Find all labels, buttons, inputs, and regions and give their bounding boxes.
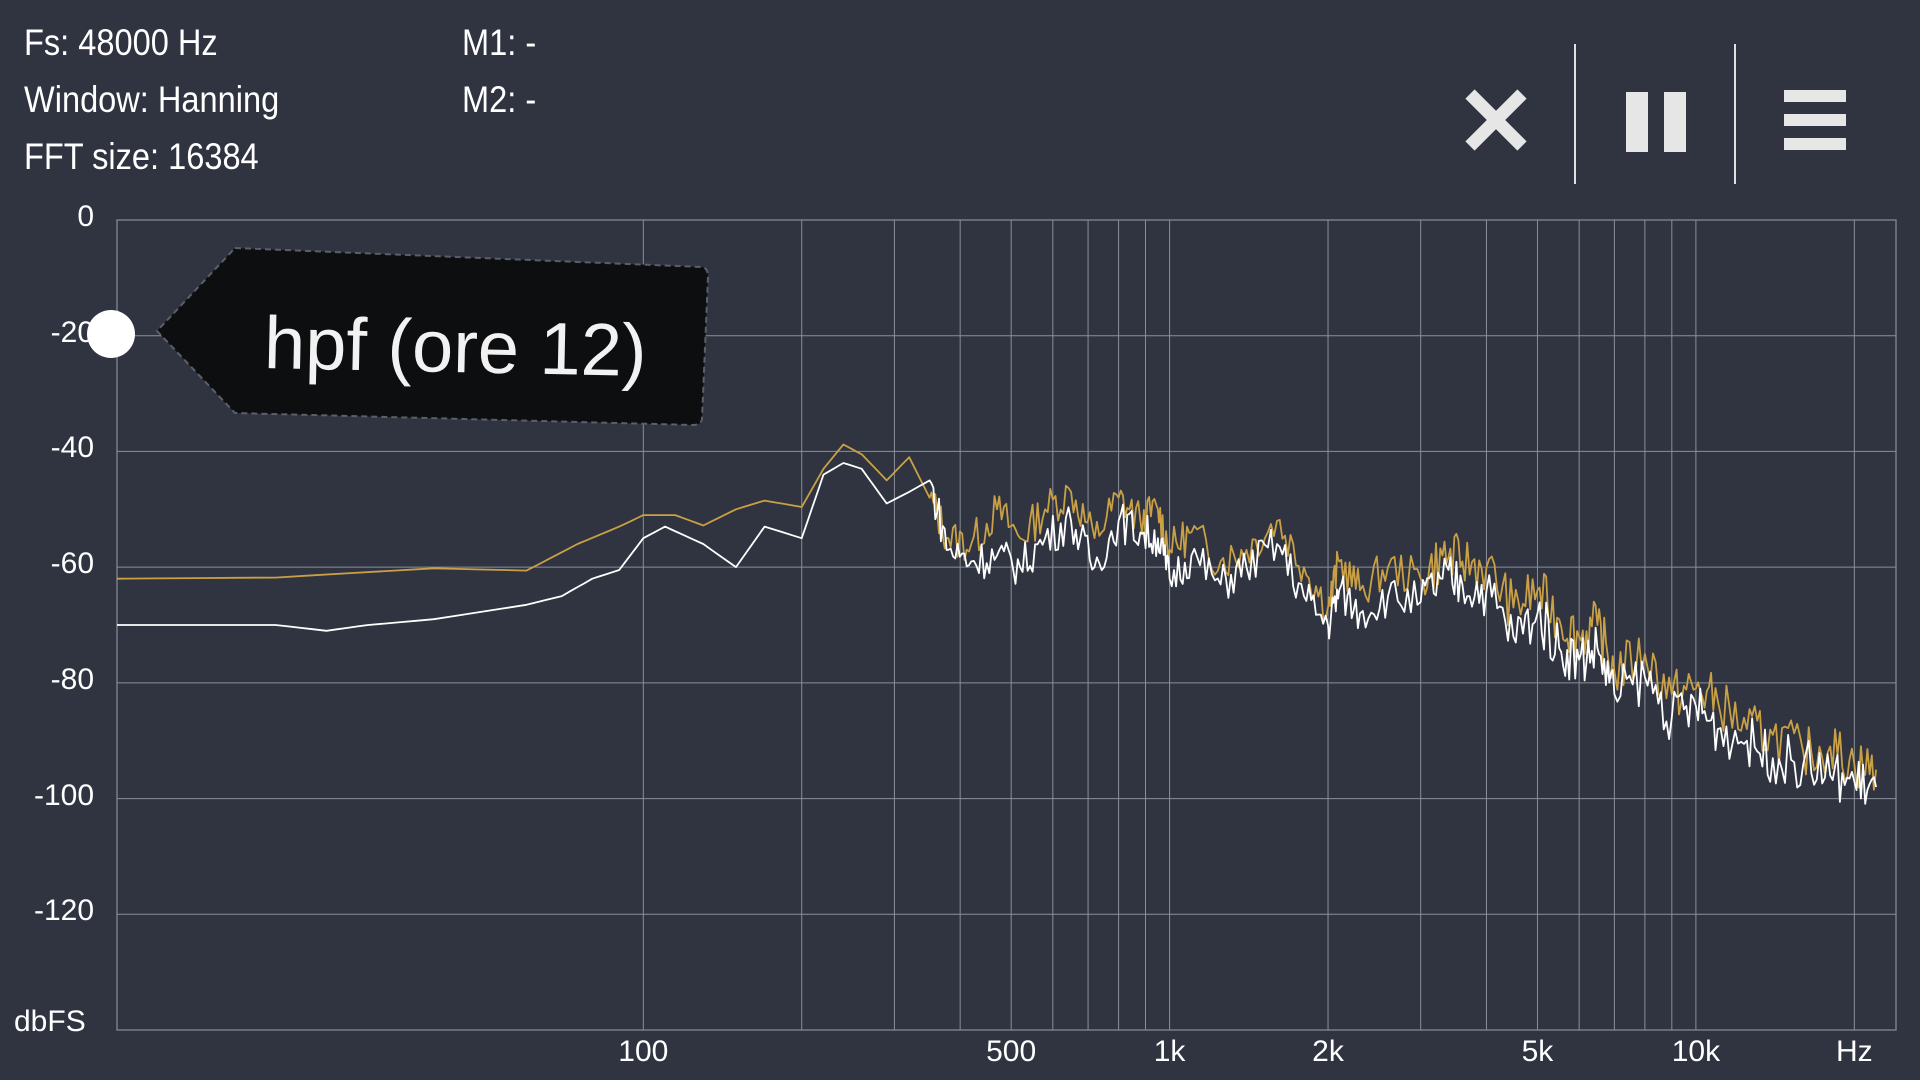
y-tick-label: 0 bbox=[77, 200, 94, 233]
close-icon bbox=[1465, 89, 1527, 151]
toolbar-divider bbox=[1574, 44, 1576, 184]
y-tick-label: -80 bbox=[50, 662, 94, 696]
info-panel: Fs: 48000 Hz Window: Hanning FFT size: 1… bbox=[24, 14, 279, 185]
x-tick-label: Hz bbox=[1835, 1035, 1873, 1068]
pause-icon bbox=[1626, 92, 1686, 152]
x-tick-label: 100 bbox=[618, 1035, 669, 1068]
x-tick-label: 1k bbox=[1153, 1035, 1186, 1068]
x-tick-label: 5k bbox=[1521, 1035, 1554, 1068]
close-button[interactable] bbox=[1436, 60, 1556, 180]
marker-1-text: M1: - bbox=[462, 22, 537, 63]
menu-icon bbox=[1784, 90, 1846, 150]
y-tick-label: -60 bbox=[50, 547, 94, 581]
series-line-gold bbox=[116, 443, 1877, 791]
menu-button[interactable] bbox=[1756, 60, 1876, 180]
y-tick-label: -20 bbox=[50, 315, 94, 349]
y-tick-label: -40 bbox=[50, 431, 94, 465]
y-unit-label: dbFS bbox=[14, 1005, 86, 1038]
pause-button[interactable] bbox=[1596, 60, 1716, 180]
trace-tag-handle[interactable] bbox=[87, 310, 135, 358]
x-tick-label: 2k bbox=[1312, 1035, 1344, 1068]
fft-size-text: FFT size: 16384 bbox=[24, 136, 259, 177]
x-tick-label: 10k bbox=[1671, 1035, 1721, 1068]
sample-rate-text: Fs: 48000 Hz bbox=[24, 22, 218, 63]
y-tick-label: -100 bbox=[33, 778, 94, 812]
y-tick-label: -120 bbox=[33, 894, 94, 928]
x-tick-label: 500 bbox=[986, 1035, 1037, 1068]
marker-panel: M1: - M2: - bbox=[462, 14, 536, 128]
window-type-text: Window: Hanning bbox=[24, 79, 280, 120]
trace-tag[interactable] bbox=[155, 247, 710, 427]
marker-2-text: M2: - bbox=[462, 79, 537, 120]
trace-tag-label: hpf (ore 12) bbox=[263, 300, 648, 392]
series-line-white bbox=[117, 462, 1877, 805]
toolbar-divider bbox=[1734, 44, 1736, 184]
